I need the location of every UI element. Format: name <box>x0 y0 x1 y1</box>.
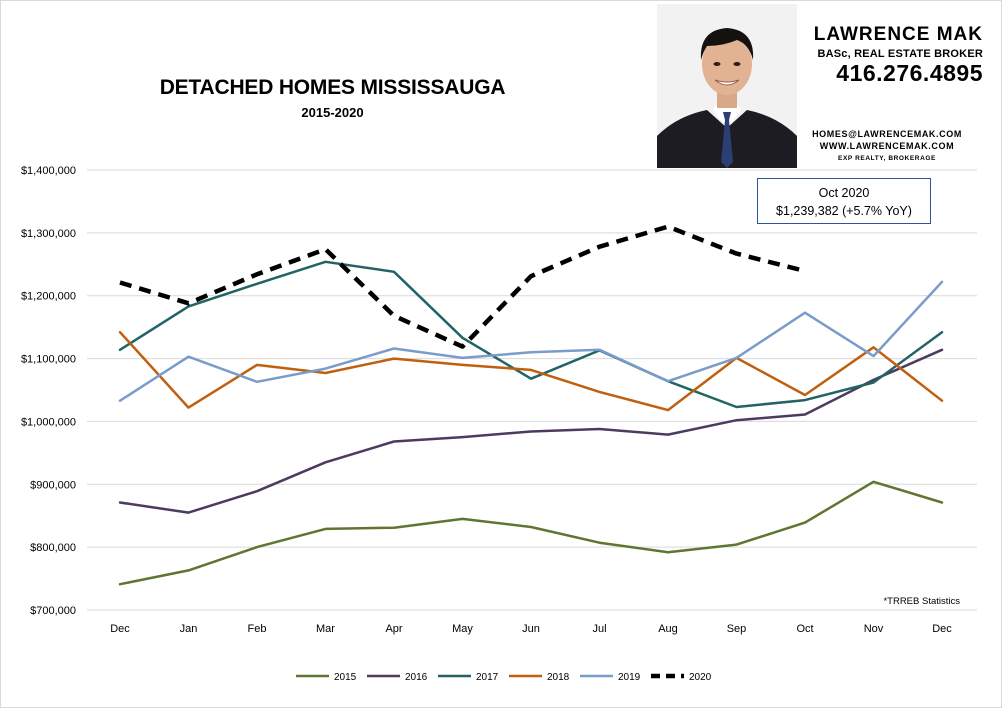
x-tick-label: Dec <box>932 623 952 635</box>
x-tick-label: Aug <box>658 623 678 635</box>
y-tick-label: $1,200,000 <box>21 291 76 303</box>
gridlines <box>87 169 977 611</box>
x-tick-label: Jul <box>592 623 606 635</box>
legend-label-2015: 2015 <box>334 672 357 683</box>
agent-email: HOMES@LAWRENCEMAK.COM <box>812 129 962 139</box>
chart-frame <box>0 0 1002 708</box>
y-tick-label: $900,000 <box>30 479 76 491</box>
agent-info: LAWRENCE MAK BASc, REAL ESTATE BROKER 41… <box>803 24 983 87</box>
series-line-2015 <box>118 480 944 586</box>
agent-photo <box>657 4 797 168</box>
x-axis-labels: Dec Jan Feb Mar Apr May Jun Jul Aug Sep Oct Nov Dec <box>110 623 952 635</box>
chart-title: DETACHED HOMES MISSISSAUGA <box>159 76 506 99</box>
legend: 2015 2016 2017 2018 2019 2020 <box>296 672 712 683</box>
x-tick-label: Feb <box>248 623 267 635</box>
legend-label-2019: 2019 <box>618 672 641 683</box>
y-tick-label: $800,000 <box>30 542 76 554</box>
y-axis-labels: $700,000 $800,000 $900,000 $1,000,000 $1,100… <box>21 165 76 617</box>
callout-line-2: $1,239,382 (+5.7% YoY) <box>776 204 912 218</box>
x-tick-label: Jun <box>522 623 540 635</box>
agent-title: BASc, REAL ESTATE BROKER <box>817 48 983 60</box>
series-line-2020 <box>119 224 806 349</box>
series-line-2019 <box>118 280 944 402</box>
series-line-2016 <box>118 348 944 514</box>
series-line-2017 <box>118 260 944 409</box>
x-tick-label: Nov <box>864 623 884 635</box>
x-tick-label: Jan <box>180 623 198 635</box>
source-note: *TRREB Statistics <box>883 596 960 607</box>
x-tick-label: Sep <box>727 623 747 635</box>
callout-line-1: Oct 2020 <box>818 186 870 200</box>
legend-label-2017: 2017 <box>476 672 499 683</box>
legend-label-2020: 2020 <box>689 672 712 683</box>
x-tick-label: May <box>452 623 473 635</box>
x-tick-label: Mar <box>316 623 335 635</box>
x-tick-label: Dec <box>110 623 130 635</box>
y-tick-label: $1,000,000 <box>21 416 76 428</box>
agent-website: WWW.LAWRENCEMAK.COM <box>819 141 955 151</box>
x-tick-label: Apr <box>385 623 402 635</box>
oct-2020-callout: Oct 2020 $1,239,382 (+5.7% YoY) <box>757 178 931 224</box>
y-tick-label: $1,100,000 <box>21 354 76 366</box>
x-tick-label: Oct <box>796 623 813 635</box>
agent-brokerage: EXP REALTY, BROKERAGE <box>838 155 936 162</box>
y-tick-label: $1,300,000 <box>21 228 76 240</box>
legend-label-2016: 2016 <box>405 672 428 683</box>
legend-label-2018: 2018 <box>547 672 570 683</box>
y-tick-label: $1,400,000 <box>21 165 76 177</box>
agent-contact: HOMES@LAWRENCEMAK.COM WWW.LAWRENCEMAK.CO… <box>803 128 971 165</box>
chart-subtitle: 2015-2020 <box>301 105 364 120</box>
y-tick-label: $700,000 <box>30 605 76 617</box>
agent-name: LAWRENCE MAK <box>813 24 983 45</box>
agent-phone: 416.276.4895 <box>836 60 983 86</box>
series-line-2018 <box>118 330 944 412</box>
series-lines <box>118 224 944 586</box>
